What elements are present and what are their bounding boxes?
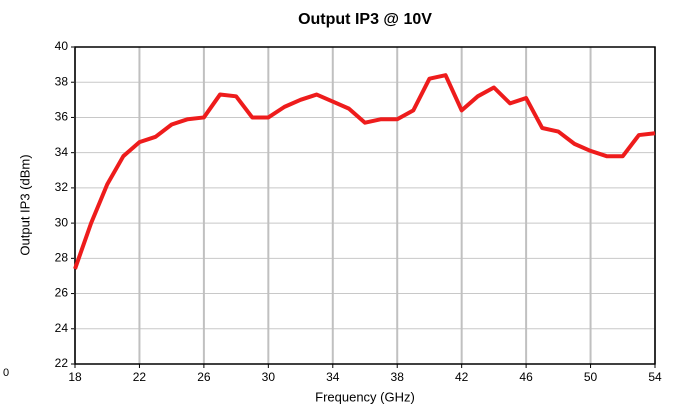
y-tick-label: 24: [55, 321, 69, 335]
y-axis-label: Output IP3 (dBm): [17, 154, 32, 255]
plot-border: [74, 46, 656, 365]
x-tick-label: 38: [391, 370, 405, 384]
y-tick-label: 36: [55, 110, 69, 124]
x-tick-label: 26: [197, 370, 211, 384]
y-tick-label: 22: [55, 356, 69, 370]
x-tick-label: 50: [584, 370, 598, 384]
x-tick-label: 30: [262, 370, 276, 384]
y-tick-label: 38: [55, 74, 69, 88]
x-tick-label: 54: [648, 370, 662, 384]
data-line: [73, 73, 656, 270]
x-tick-label: 18: [68, 370, 82, 384]
y-tick-label: 30: [55, 215, 69, 229]
y-tick-label: 34: [55, 145, 69, 159]
x-tick-label: 22: [133, 370, 147, 384]
x-tick-label: 42: [455, 370, 469, 384]
annotation: 0: [3, 367, 9, 379]
y-tick-label: 28: [55, 251, 69, 265]
x-axis-label: Frequency (GHz): [315, 389, 415, 404]
x-tick-label: 34: [326, 370, 340, 384]
y-tick-label: 26: [55, 286, 69, 300]
y-tick-label: 32: [55, 180, 69, 194]
x-tick-label: 46: [519, 370, 533, 384]
y-tick-label: 40: [55, 39, 69, 53]
chart-title: Output IP3 @ 10V: [298, 11, 432, 28]
